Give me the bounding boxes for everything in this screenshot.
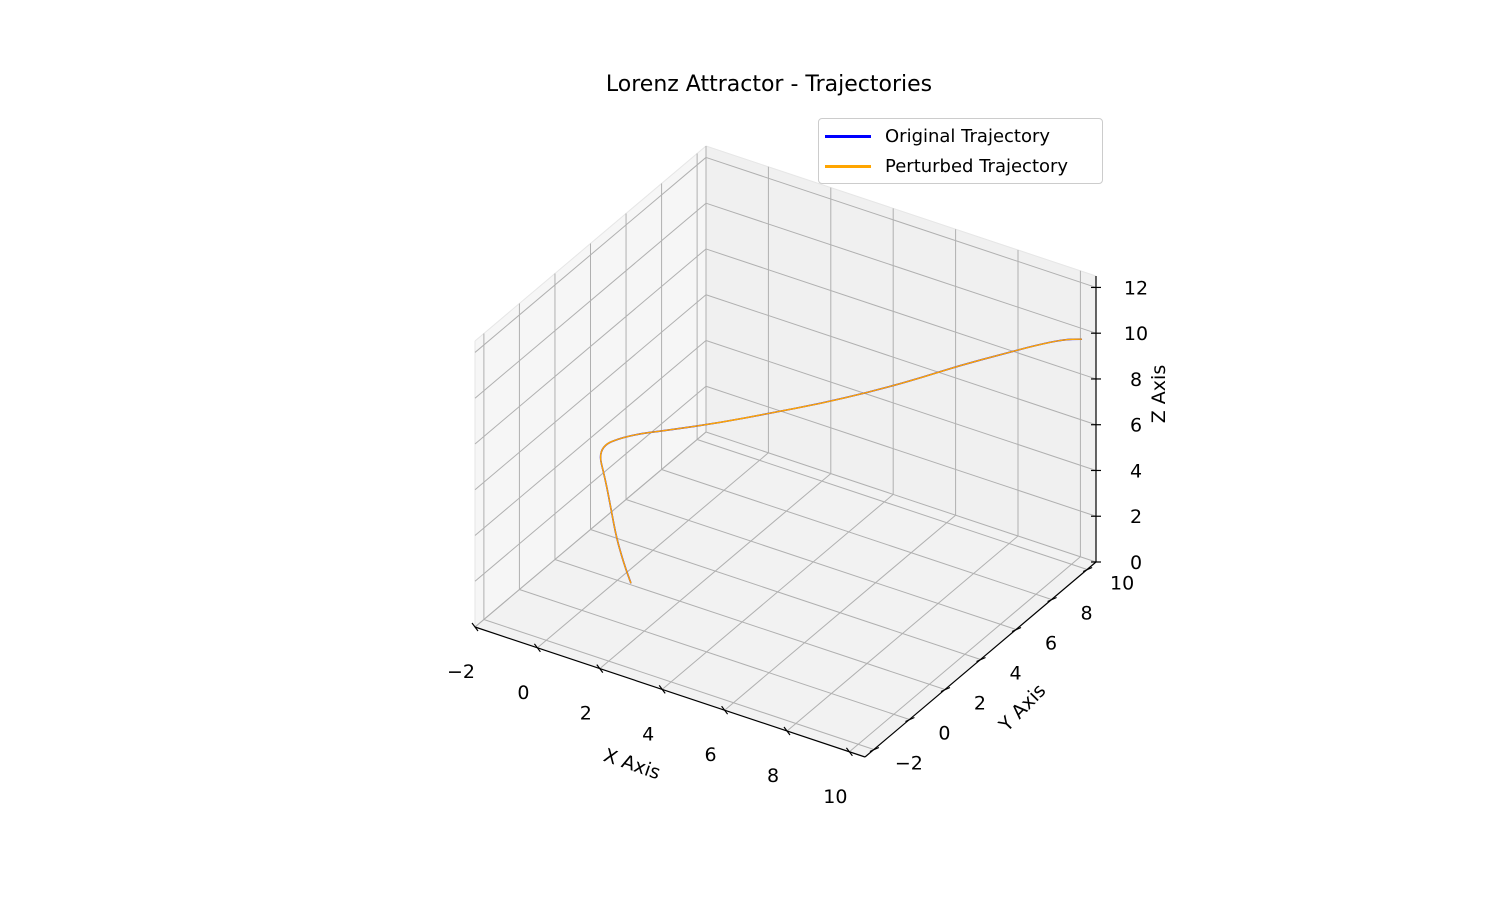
y-tick <box>1011 626 1022 633</box>
y-grid-line-floor <box>483 619 875 750</box>
z-grid-line-back <box>705 248 1097 380</box>
y-grid-line-floor <box>661 469 1052 600</box>
axis-panes <box>474 145 1097 757</box>
z-grid-line-left <box>474 157 707 353</box>
y-axis-label: Y Axis <box>994 680 1050 737</box>
z-grid-line-back <box>705 431 1097 563</box>
y-grid-line-floor <box>696 439 1088 570</box>
back-pane <box>706 146 1096 562</box>
y-tick <box>940 686 951 693</box>
series-line-1 <box>599 338 1082 584</box>
x-tick-label: −2 <box>447 661 475 683</box>
z-tick-label: 8 <box>1130 369 1142 391</box>
z-tick-label: 0 <box>1130 552 1142 574</box>
z-grid-line-left <box>474 385 707 582</box>
y-tick <box>976 656 986 663</box>
x-tick <box>845 747 853 757</box>
z-grid-line-left <box>474 340 707 536</box>
z-tick-label: 2 <box>1130 506 1142 528</box>
pane-edge <box>705 145 1097 277</box>
z-grid-line-left <box>474 294 707 491</box>
x-tick-label: 2 <box>580 703 592 725</box>
z-grid-line-back <box>705 294 1097 426</box>
x-tick <box>721 705 729 715</box>
x-tick <box>783 726 791 736</box>
legend-swatch-original <box>825 135 871 138</box>
x-axis-label: X Axis <box>601 744 663 784</box>
z-grid-line-back <box>705 202 1097 334</box>
x-tick-label: 6 <box>705 744 717 766</box>
z-axis-label: Z Axis <box>1148 365 1170 423</box>
z-grid-line-back <box>705 340 1097 471</box>
y-tick <box>869 746 880 753</box>
y-grid-line-floor <box>554 559 946 690</box>
z-tick-label: 12 <box>1124 277 1148 299</box>
y-tick-label: 6 <box>1045 633 1057 655</box>
x-tick <box>533 643 541 653</box>
grid-lines <box>474 146 1097 753</box>
z-grid-line-left <box>474 248 707 445</box>
tick-marks <box>471 286 1101 757</box>
y-tick-label: −2 <box>895 753 923 775</box>
y-tick-label: 0 <box>938 723 950 745</box>
z-tick-label: 10 <box>1124 323 1148 345</box>
y-tick <box>905 716 915 723</box>
y-tick-label: 4 <box>1009 663 1021 685</box>
x-axis-line <box>474 626 866 758</box>
x-tick-label: 4 <box>642 723 654 745</box>
legend-label-perturbed: Perturbed Trajectory <box>885 156 1069 177</box>
x-tick <box>658 685 666 694</box>
y-grid-line-floor <box>625 499 1017 630</box>
x-tick <box>596 664 604 673</box>
x-tick-label: 0 <box>517 682 529 704</box>
legend-item-perturbed: Perturbed Trajectory <box>819 155 1102 179</box>
x-tick-label: 10 <box>823 786 847 808</box>
y-grid-line-floor <box>519 589 910 720</box>
z-grid-line-left <box>474 431 707 628</box>
x-tick <box>471 622 479 632</box>
z-tick-label: 6 <box>1130 415 1142 437</box>
z-grid-line-left <box>474 202 707 399</box>
series-lines <box>599 338 1083 584</box>
chart-title: Lorenz Attractor - Trajectories <box>605 72 933 97</box>
y-tick-label: 8 <box>1081 603 1093 625</box>
y-tick-label: 2 <box>974 693 986 715</box>
x-tick-label: 8 <box>767 765 779 787</box>
z-tick-label: 4 <box>1130 460 1142 482</box>
legend: Original Trajectory Perturbed Trajectory <box>818 118 1103 184</box>
y-tick <box>1082 566 1093 573</box>
legend-label-original: Original Trajectory <box>885 126 1051 147</box>
y-tick-label: 10 <box>1110 573 1134 595</box>
legend-item-original: Original Trajectory <box>819 125 1102 149</box>
legend-swatch-perturbed <box>825 165 871 168</box>
z-grid-line-back <box>705 156 1097 288</box>
y-grid-line-floor <box>590 529 981 660</box>
y-tick <box>1047 596 1057 603</box>
z-grid-line-back <box>705 385 1097 517</box>
